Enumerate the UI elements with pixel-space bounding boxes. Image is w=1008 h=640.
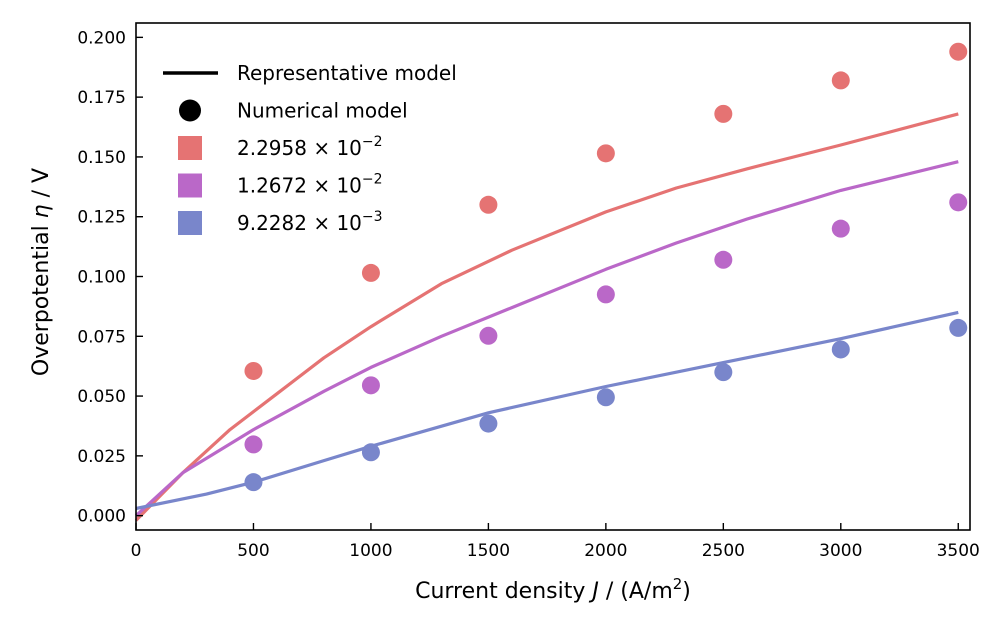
legend-label: 2.2958 × 10−2 xyxy=(237,134,383,160)
x-tick-label: 0 xyxy=(131,541,142,561)
numerical-point-series-2 xyxy=(361,376,380,395)
numerical-point-series-2 xyxy=(596,285,615,304)
numerical-point-series-3 xyxy=(244,473,263,492)
numerical-point-series-1 xyxy=(714,104,733,123)
x-tick-label: 3500 xyxy=(937,541,980,561)
numerical-point-series-3 xyxy=(831,340,850,359)
numerical-point-series-2 xyxy=(714,250,733,269)
numerical-point-series-3 xyxy=(361,443,380,462)
y-tick-label: 0.175 xyxy=(77,88,126,108)
legend-item: Representative model xyxy=(163,61,457,85)
numerical-point-series-1 xyxy=(831,71,850,90)
legend-square-swatch xyxy=(178,173,202,198)
x-tick-label: 1500 xyxy=(467,541,510,561)
legend-label: 9.2282 × 10−3 xyxy=(237,209,383,235)
numerical-point-series-3 xyxy=(949,318,968,337)
y-tick-label: 0.150 xyxy=(77,148,126,168)
x-tick-label: 2000 xyxy=(584,541,627,561)
numerical-point-series-3 xyxy=(479,414,498,433)
y-tick-label: 0.000 xyxy=(77,507,126,527)
legend-item: 1.2672 × 10−2 xyxy=(178,172,383,198)
axis-ticks: 0 500 1000 1500 2000 2500 3000 3500 0.000 0.025 0.… xyxy=(77,28,980,561)
numerical-point-series-2 xyxy=(949,193,968,212)
numerical-point-series-3 xyxy=(714,363,733,382)
y-tick-label: 0.025 xyxy=(77,447,126,467)
y-tick-label: 0.125 xyxy=(77,208,126,228)
numerical-point-series-1 xyxy=(479,195,498,214)
numerical-point-series-2 xyxy=(479,326,498,345)
legend: Representative model Numerical model 2.295… xyxy=(163,61,457,235)
y-tick-label: 0.050 xyxy=(77,387,126,407)
y-tick-label: 0.200 xyxy=(77,28,126,48)
y-tick-label: 0.100 xyxy=(77,268,126,288)
legend-label: 1.2672 × 10−2 xyxy=(237,172,383,198)
numerical-point-series-1 xyxy=(244,361,263,380)
x-tick-label: 500 xyxy=(237,541,269,561)
numerical-point-series-1 xyxy=(596,144,615,163)
legend-item: 9.2282 × 10−3 xyxy=(178,209,383,235)
y-axis-label: Overpotential η / V xyxy=(29,168,54,376)
numerical-point-series-3 xyxy=(596,388,615,407)
legend-label: Representative model xyxy=(237,61,457,85)
x-tick-label: 3000 xyxy=(819,541,862,561)
x-tick-label: 2500 xyxy=(702,541,745,561)
legend-square-swatch xyxy=(178,211,202,235)
legend-label: Numerical model xyxy=(237,99,408,123)
legend-item: 2.2958 × 10−2 xyxy=(178,134,383,160)
numerical-point-series-1 xyxy=(949,42,968,61)
legend-square-swatch xyxy=(178,136,202,160)
x-axis-label: Current density J / (A/m2) xyxy=(415,575,691,604)
numerical-point-series-2 xyxy=(244,435,263,454)
model-line-series-2 xyxy=(134,160,959,517)
model-line-series-1 xyxy=(134,112,959,522)
legend-circle-swatch xyxy=(179,99,201,122)
y-tick-label: 0.075 xyxy=(77,327,126,347)
x-tick-label: 1000 xyxy=(349,541,392,561)
model-line-series-3 xyxy=(135,310,959,511)
chart-marks xyxy=(134,42,968,522)
numerical-point-series-2 xyxy=(831,219,850,238)
numerical-point-series-1 xyxy=(361,263,380,282)
legend-item: Numerical model xyxy=(179,99,408,123)
